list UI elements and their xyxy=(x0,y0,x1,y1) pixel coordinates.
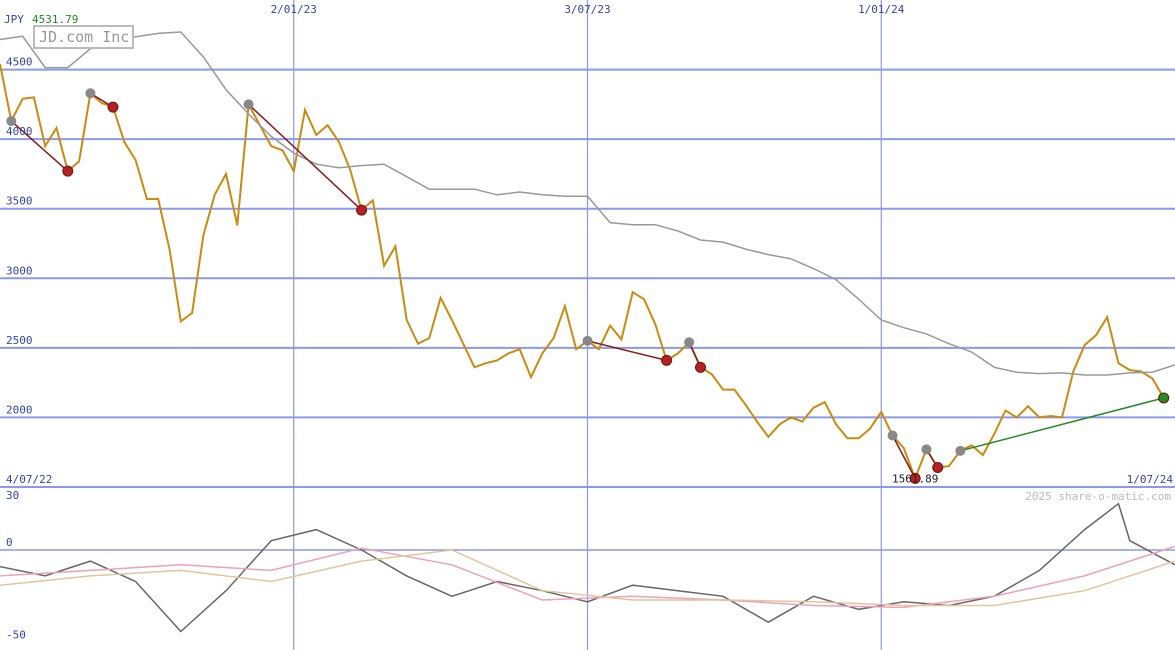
price-line xyxy=(0,502,1175,633)
trend-start xyxy=(582,335,593,346)
trend-line xyxy=(248,103,363,211)
y-tick-label: 3000 xyxy=(6,264,33,277)
x-tick-label: 2/01/23 xyxy=(271,3,317,16)
y-unit-label: JPY xyxy=(4,13,24,26)
trend-end xyxy=(694,361,706,373)
trend-end xyxy=(909,472,921,484)
trend-start xyxy=(85,88,96,99)
trend-start xyxy=(6,116,17,127)
plot xyxy=(0,31,1175,633)
x-tick-label: 3/07/23 xyxy=(564,3,610,16)
min-label: 1561.89 xyxy=(892,472,938,485)
trend-start xyxy=(243,99,254,110)
trend-line xyxy=(960,397,1164,452)
trend-start xyxy=(955,445,966,456)
title-box xyxy=(33,25,134,49)
trend-end xyxy=(107,101,119,113)
trend-end xyxy=(1158,392,1170,404)
y-tick-label: 2000 xyxy=(6,403,33,416)
trend-end xyxy=(62,165,74,177)
y-tick-label: 2500 xyxy=(6,334,33,347)
y-tick-label: 4500 xyxy=(6,56,33,69)
trend-line xyxy=(10,120,69,172)
trend-end xyxy=(932,462,944,474)
trend-line xyxy=(891,435,916,479)
y-tick-label: -50 xyxy=(6,629,26,642)
y-tick-label: 30 xyxy=(6,489,19,502)
price-line xyxy=(0,63,1165,482)
x-tick-label: 1/01/24 xyxy=(858,3,905,16)
last-price: 4531.79 xyxy=(32,13,78,26)
price-line xyxy=(0,549,1175,607)
y-tick-label: 3500 xyxy=(6,195,33,208)
price-line xyxy=(0,545,1175,609)
trend-start xyxy=(887,430,898,441)
trend-line xyxy=(587,340,667,362)
y-tick-label: 0 xyxy=(6,536,13,549)
chart-title: JD.com Inc xyxy=(39,28,129,46)
price-line xyxy=(0,31,1175,376)
trend-end xyxy=(356,204,368,216)
x-tick-label: 1/07/24 xyxy=(1127,473,1174,486)
source: 2025 share-o-matic.com xyxy=(1025,490,1171,503)
y-tick-label: 4000 xyxy=(6,125,33,138)
trend-start xyxy=(921,444,932,455)
x-tick-label: 4/07/22 xyxy=(6,473,52,486)
trend-end xyxy=(661,354,673,366)
labels: JPY 4531.79 JD.com Inc 2025 share-o-mati… xyxy=(4,3,1173,642)
trend-start xyxy=(684,337,695,348)
